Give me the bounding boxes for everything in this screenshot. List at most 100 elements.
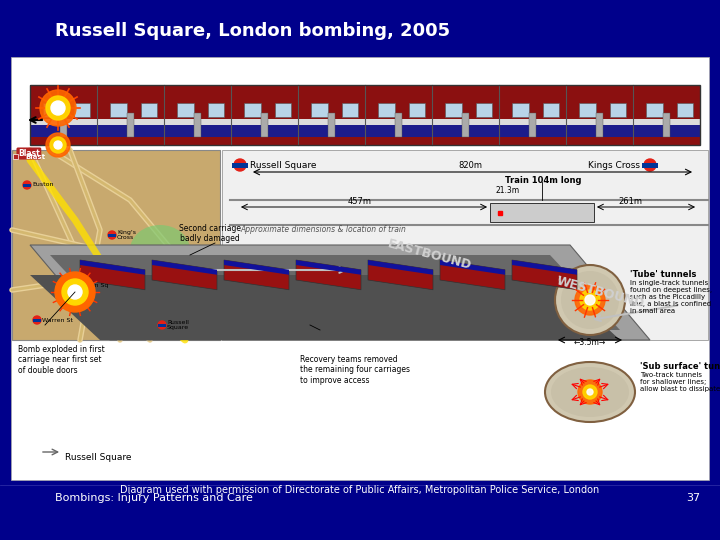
Text: Russell Square: Russell Square — [65, 454, 132, 462]
Polygon shape — [512, 260, 577, 275]
Circle shape — [68, 285, 82, 299]
Polygon shape — [296, 260, 361, 275]
Circle shape — [587, 389, 593, 395]
Text: Approximate dimensions & location of train: Approximate dimensions & location of tra… — [240, 225, 406, 234]
Text: Diagram used with permission of Directorate of Public Affairs, Metropolitan Poli: Diagram used with permission of Director… — [120, 485, 600, 495]
Bar — [642, 163, 658, 167]
Circle shape — [51, 101, 65, 115]
Polygon shape — [224, 260, 289, 275]
Bar — [23, 184, 31, 186]
Bar — [462, 113, 469, 137]
Text: 21.3m: 21.3m — [495, 186, 519, 195]
Polygon shape — [440, 260, 505, 290]
Text: King's
Cross: King's Cross — [117, 230, 136, 240]
Polygon shape — [80, 260, 145, 290]
Circle shape — [561, 271, 619, 329]
Circle shape — [46, 96, 70, 120]
Polygon shape — [440, 260, 505, 275]
Bar — [110, 103, 127, 117]
Bar — [12, 150, 220, 340]
Text: Bombings: Injury Patterns and Care: Bombings: Injury Patterns and Care — [55, 493, 253, 503]
Text: 'Sub surface' tunnels: 'Sub surface' tunnels — [640, 362, 720, 371]
Polygon shape — [512, 260, 577, 290]
Bar — [311, 103, 328, 117]
Bar — [177, 103, 194, 117]
Text: 820m: 820m — [458, 161, 482, 170]
Bar — [513, 103, 529, 117]
Text: ←3.5m→: ←3.5m→ — [574, 338, 606, 347]
Bar — [677, 103, 693, 117]
Bar — [529, 113, 536, 137]
Text: EASTBOUND: EASTBOUND — [387, 238, 474, 273]
Bar — [33, 319, 41, 321]
Text: Russell Square: Russell Square — [250, 160, 317, 170]
Circle shape — [50, 137, 66, 153]
Circle shape — [108, 231, 116, 239]
Bar — [446, 103, 462, 117]
Bar — [158, 323, 166, 327]
Circle shape — [575, 285, 605, 315]
Bar — [261, 113, 268, 137]
Text: In single-track tunnels
found on deepest lines,
such as the Piccadilly
line, a b: In single-track tunnels found on deepest… — [630, 280, 712, 314]
Bar — [222, 150, 708, 340]
Ellipse shape — [130, 225, 190, 275]
Polygon shape — [50, 255, 620, 330]
Bar — [13, 154, 18, 159]
Bar — [60, 113, 67, 137]
Bar — [30, 125, 700, 137]
Text: WESTBOUND: WESTBOUND — [554, 274, 645, 310]
Bar — [244, 103, 261, 117]
Bar — [30, 119, 700, 125]
Circle shape — [33, 316, 41, 324]
Ellipse shape — [545, 362, 635, 422]
Circle shape — [585, 295, 595, 305]
Text: Recovery teams removed
the remaining four carriages
to improve access: Recovery teams removed the remaining fou… — [300, 355, 410, 385]
Polygon shape — [224, 260, 289, 290]
Text: 37: 37 — [686, 493, 700, 503]
Text: Kings Cross: Kings Cross — [588, 160, 640, 170]
Text: Train 104m long: Train 104m long — [505, 176, 582, 185]
Text: Euston Sq: Euston Sq — [77, 282, 109, 287]
Polygon shape — [152, 260, 217, 275]
Text: 'Tube' tunnels: 'Tube' tunnels — [630, 270, 696, 279]
Bar — [30, 137, 700, 145]
Polygon shape — [296, 260, 361, 290]
Bar — [194, 113, 201, 137]
Bar — [30, 85, 700, 145]
Bar — [580, 103, 596, 117]
Bar — [232, 163, 248, 167]
Bar — [328, 113, 335, 137]
Circle shape — [46, 133, 70, 157]
Circle shape — [644, 159, 656, 171]
Polygon shape — [30, 275, 620, 340]
Circle shape — [583, 385, 597, 399]
Text: Second carriage
badly damaged: Second carriage badly damaged — [179, 224, 241, 243]
Bar — [490, 203, 594, 222]
Bar — [127, 113, 134, 137]
Bar — [207, 103, 225, 117]
Circle shape — [555, 265, 625, 335]
Bar — [647, 103, 663, 117]
Polygon shape — [30, 245, 650, 340]
Circle shape — [234, 159, 246, 171]
Bar — [73, 103, 90, 117]
Bar — [596, 113, 603, 137]
Ellipse shape — [551, 367, 629, 417]
Circle shape — [55, 272, 95, 312]
Bar — [663, 113, 670, 137]
Text: Blast: Blast — [25, 154, 45, 160]
Polygon shape — [368, 260, 433, 275]
Bar — [475, 103, 492, 117]
Text: Warren St: Warren St — [42, 318, 73, 322]
Circle shape — [54, 141, 62, 149]
Polygon shape — [368, 260, 433, 290]
Bar — [43, 103, 60, 117]
Text: 261m: 261m — [618, 197, 642, 206]
Text: Russell Square, London bombing, 2005: Russell Square, London bombing, 2005 — [55, 22, 450, 40]
Bar — [341, 103, 359, 117]
Bar — [543, 103, 559, 117]
Text: Russell
Square: Russell Square — [167, 320, 189, 330]
Circle shape — [68, 281, 76, 289]
Bar — [68, 284, 76, 287]
Text: Two-track tunnels
for shallower lines;
allow blast to dissipate: Two-track tunnels for shallower lines; a… — [640, 372, 720, 392]
